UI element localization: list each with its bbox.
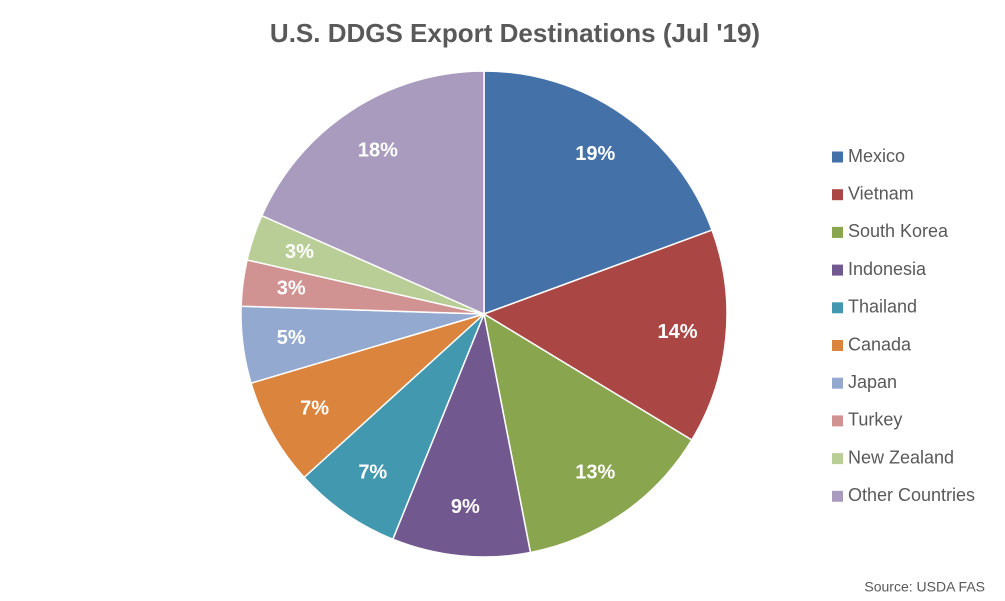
pie-slice <box>483 70 714 316</box>
legend-swatch <box>832 453 843 465</box>
legend-swatch <box>832 264 843 276</box>
legend-label: Turkey <box>848 410 902 430</box>
legend-label: Vietnam <box>848 183 914 203</box>
data-label: 18% <box>358 139 398 161</box>
legend-label: South Korea <box>848 221 949 241</box>
legend-label: Thailand <box>848 297 917 317</box>
data-label: 19% <box>575 143 615 165</box>
chart-title: U.S. DDGS Export Destinations (Jul '19) <box>270 18 760 48</box>
data-label: 13% <box>575 462 615 484</box>
data-label: 5% <box>277 327 306 349</box>
legend-swatch <box>832 415 843 427</box>
legend-swatch <box>832 490 843 502</box>
data-label: 3% <box>285 241 314 263</box>
pie-slice <box>250 313 485 479</box>
legend-label: Canada <box>848 334 912 354</box>
legend-swatch <box>832 151 843 163</box>
pie-slice <box>260 70 485 316</box>
legend-label: New Zealand <box>848 447 954 467</box>
source-note: Source: USDA FAS <box>864 579 985 595</box>
legend-swatch <box>832 226 843 238</box>
data-label: 3% <box>277 277 306 299</box>
legend-label: Other Countries <box>848 485 975 505</box>
data-label: 9% <box>451 496 480 518</box>
legend-swatch <box>832 377 843 389</box>
data-label: 7% <box>300 398 329 420</box>
pie-slice <box>391 311 532 558</box>
pie-slice <box>482 229 728 441</box>
data-label: 7% <box>358 462 387 484</box>
pie-slice <box>482 312 693 554</box>
legend-label: Japan <box>848 372 897 392</box>
legend-swatch <box>832 302 843 314</box>
legend-swatch <box>832 340 843 351</box>
legend-swatch <box>832 189 843 201</box>
data-label: 14% <box>657 321 697 343</box>
legend-label: Mexico <box>848 146 905 166</box>
pie-slice <box>303 313 485 541</box>
legend-label: Indonesia <box>848 259 927 279</box>
